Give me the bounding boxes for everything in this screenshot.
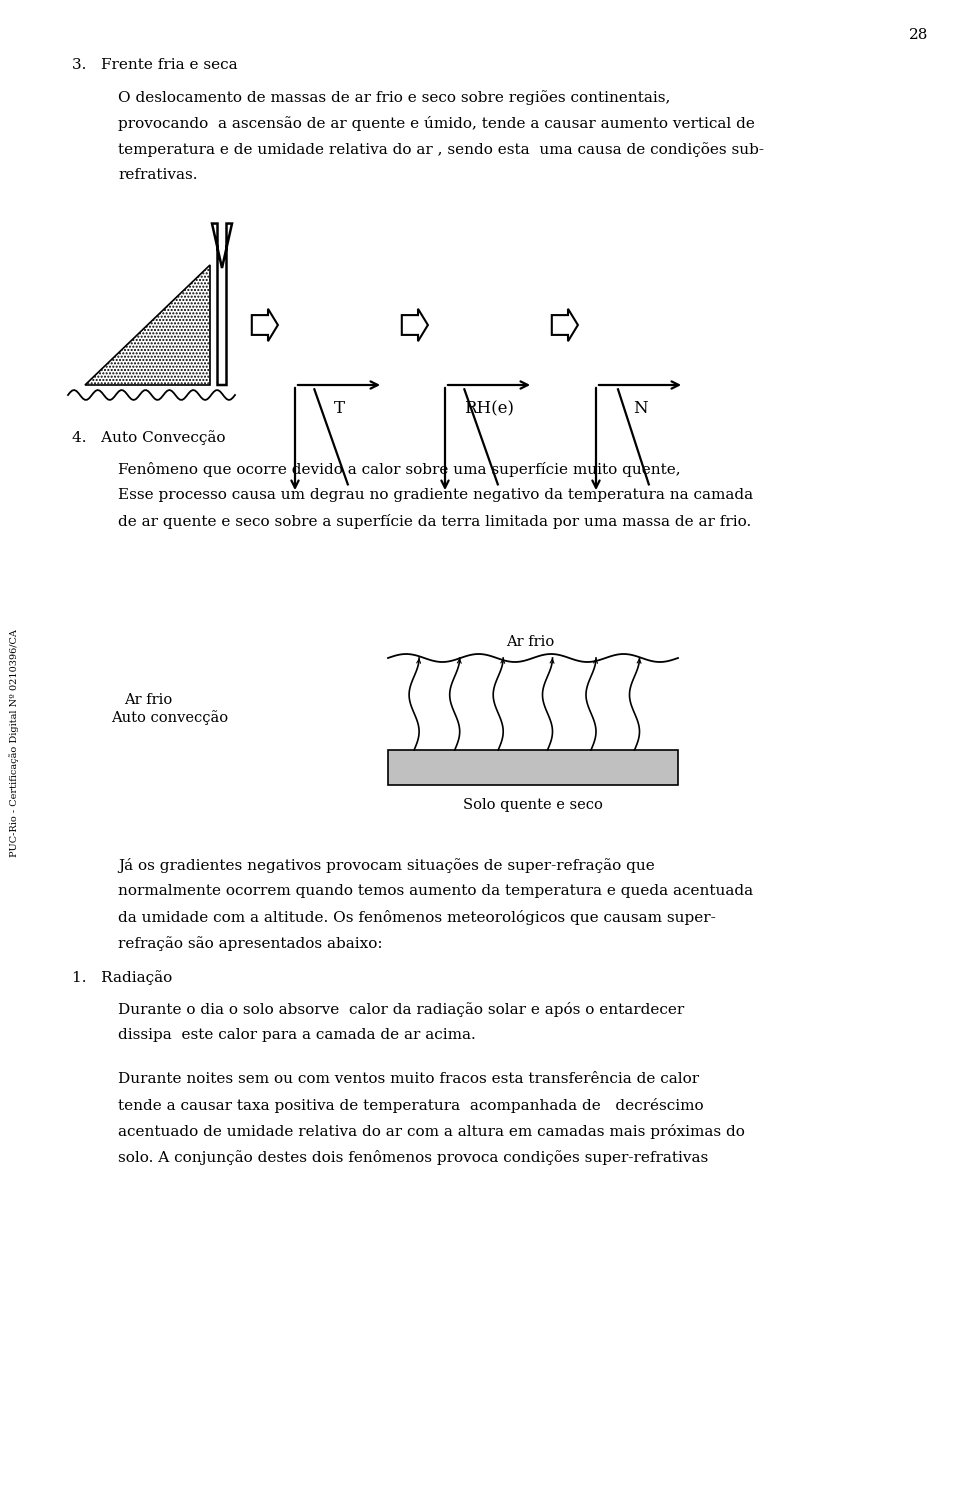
Polygon shape	[252, 309, 277, 341]
Text: O deslocamento de massas de ar frio e seco sobre regiões continentais,: O deslocamento de massas de ar frio e se…	[118, 91, 670, 106]
Text: temperatura e de umidade relativa do ar , sendo esta  uma causa de condições sub: temperatura e de umidade relativa do ar …	[118, 141, 764, 156]
Text: Ar frio: Ar frio	[124, 693, 172, 706]
Polygon shape	[212, 223, 232, 385]
Text: acentuado de umidade relativa do ar com a altura em camadas mais próximas do: acentuado de umidade relativa do ar com …	[118, 1124, 745, 1139]
Text: 28: 28	[908, 28, 928, 42]
Text: Durante o dia o solo absorve  calor da radiação solar e após o entardecer: Durante o dia o solo absorve calor da ra…	[118, 1002, 684, 1017]
Polygon shape	[552, 309, 578, 341]
Text: RH(e): RH(e)	[464, 400, 514, 416]
Text: Esse processo causa um degrau no gradiente negativo da temperatura na camada: Esse processo causa um degrau no gradien…	[118, 488, 754, 503]
Text: Durante noites sem ou com ventos muito fracos esta transferência de calor: Durante noites sem ou com ventos muito f…	[118, 1072, 699, 1086]
Text: tende a causar taxa positiva de temperatura  acompanhada de   decréscimo: tende a causar taxa positiva de temperat…	[118, 1097, 704, 1112]
Text: PUC-Rio - Certificação Digital Nº 0210396/CA: PUC-Rio - Certificação Digital Nº 021039…	[9, 629, 19, 857]
Text: Solo quente e seco: Solo quente e seco	[463, 799, 603, 812]
Text: dissipa  este calor para a camada de ar acima.: dissipa este calor para a camada de ar a…	[118, 1028, 476, 1042]
Text: N: N	[633, 400, 647, 416]
Text: 3.   Frente fria e seca: 3. Frente fria e seca	[72, 58, 238, 71]
Text: Já os gradientes negativos provocam situações de super-refração que: Já os gradientes negativos provocam situ…	[118, 858, 655, 873]
Text: provocando  a ascensão de ar quente e úmido, tende a causar aumento vertical de: provocando a ascensão de ar quente e úmi…	[118, 116, 755, 131]
Text: refrativas.: refrativas.	[118, 168, 198, 181]
Text: 1.   Radiação: 1. Radiação	[72, 970, 172, 984]
Text: Auto convecção: Auto convecção	[111, 709, 228, 724]
Polygon shape	[402, 309, 428, 341]
Text: da umidade com a altitude. Os fenômenos meteorológicos que causam super-: da umidade com a altitude. Os fenômenos …	[118, 910, 716, 925]
Text: de ar quente e seco sobre a superfície da terra limitada por uma massa de ar fri: de ar quente e seco sobre a superfície d…	[118, 515, 752, 529]
Text: 4.   Auto Convecção: 4. Auto Convecção	[72, 430, 226, 445]
Text: solo. A conjunção destes dois fenômenos provoca condições super-refrativas: solo. A conjunção destes dois fenômenos …	[118, 1149, 708, 1164]
Text: T: T	[333, 400, 345, 416]
Text: normalmente ocorrem quando temos aumento da temperatura e queda acentuada: normalmente ocorrem quando temos aumento…	[118, 883, 754, 898]
Text: refração são apresentados abaixo:: refração são apresentados abaixo:	[118, 935, 383, 950]
Text: Ar frio: Ar frio	[506, 635, 554, 648]
Bar	[388, 749, 678, 785]
Text: Fenômeno que ocorre devido a calor sobre uma superfície muito quente,: Fenômeno que ocorre devido a calor sobre…	[118, 462, 681, 477]
